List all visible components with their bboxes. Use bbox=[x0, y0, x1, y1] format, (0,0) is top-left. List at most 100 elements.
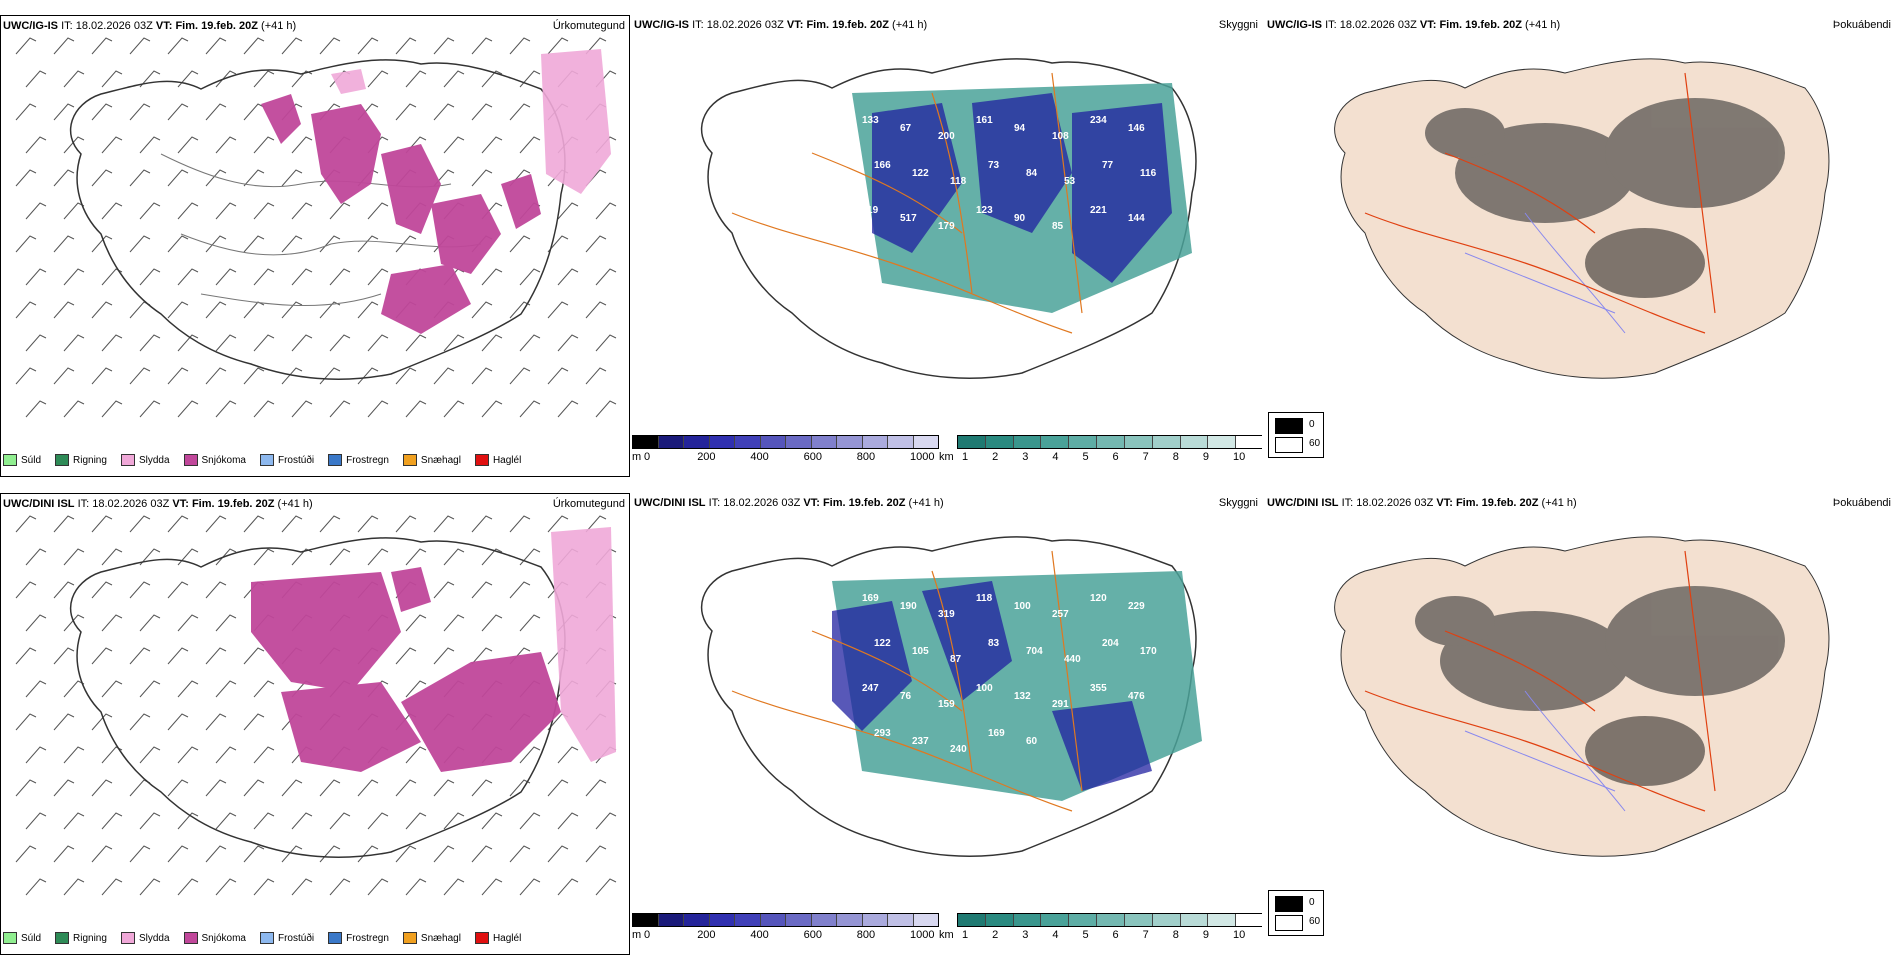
wind-barb bbox=[243, 103, 265, 121]
snow-areas bbox=[251, 567, 561, 772]
wind-barb bbox=[481, 548, 503, 566]
wind-barb bbox=[177, 202, 199, 220]
colorbar-segment-2 bbox=[684, 436, 710, 448]
wind-barb bbox=[433, 367, 455, 385]
wind-barb bbox=[91, 235, 113, 253]
wind-barb bbox=[509, 235, 531, 253]
wind-barb bbox=[481, 268, 503, 286]
wind-barb bbox=[139, 680, 161, 698]
cloud-base-label: 76 bbox=[900, 691, 912, 702]
wind-barb bbox=[91, 169, 113, 187]
wind-barb bbox=[433, 647, 455, 665]
fog-legend-swatch-60 bbox=[1275, 437, 1303, 453]
wind-barb bbox=[481, 334, 503, 352]
cloud-base-label: 204 bbox=[1102, 638, 1119, 649]
colorbar-segment-7 bbox=[811, 436, 837, 448]
wind-barb bbox=[63, 680, 85, 698]
wind-barb bbox=[243, 169, 265, 187]
wind-barb bbox=[585, 367, 607, 385]
wind-barb bbox=[519, 400, 541, 418]
wind-barb bbox=[15, 845, 37, 863]
wind-barb bbox=[25, 400, 47, 418]
wind-barb bbox=[281, 37, 303, 55]
wind-barb bbox=[167, 169, 189, 187]
wind-barb bbox=[329, 812, 351, 830]
wind-barb bbox=[139, 202, 161, 220]
wind-barb bbox=[281, 301, 303, 319]
colorbar-segment-0 bbox=[633, 914, 659, 926]
wind-barb bbox=[129, 647, 151, 665]
wind-barb bbox=[215, 70, 237, 88]
wind-barb bbox=[395, 103, 417, 121]
cloud-base-label: 517 bbox=[900, 213, 917, 224]
wind-barb bbox=[25, 202, 47, 220]
wind-barb bbox=[291, 334, 313, 352]
wind-barb bbox=[177, 268, 199, 286]
colorbar-segment-8 bbox=[837, 914, 863, 926]
legend-item-1: Rigning bbox=[55, 454, 107, 466]
wind-barb bbox=[53, 235, 75, 253]
colorbar-segment-4 bbox=[1069, 436, 1098, 448]
colorbar-segment-10 bbox=[1236, 436, 1262, 448]
wind-barb bbox=[471, 515, 493, 533]
legend-label: Haglél bbox=[492, 454, 522, 466]
cloud-base-label: 293 bbox=[874, 728, 891, 739]
cloud-base-label: 118 bbox=[950, 176, 967, 187]
cloud-base-unit: m bbox=[632, 929, 642, 941]
colorbar-segment-1 bbox=[658, 914, 684, 926]
wind-barb bbox=[595, 400, 617, 418]
colorbar-segment-3 bbox=[709, 914, 735, 926]
fog-index-map bbox=[1334, 536, 1830, 857]
wind-barb bbox=[101, 614, 123, 632]
precip-type-panel-2: UWC/DINI ISL IT: 18.02.2026 03Z VT: Fim.… bbox=[0, 493, 630, 955]
visibility-unit: km bbox=[939, 929, 954, 941]
tick-label: 800 bbox=[856, 451, 876, 463]
wind-barb bbox=[443, 400, 465, 418]
wind-barb bbox=[433, 845, 455, 863]
visibility-colorbar bbox=[957, 435, 1262, 449]
cloud-base-label: 120 bbox=[1090, 593, 1107, 604]
wind-barb bbox=[25, 878, 47, 896]
wind-barb bbox=[205, 37, 227, 55]
wind-barb bbox=[471, 845, 493, 863]
wind-barb bbox=[91, 713, 113, 731]
wind-barb bbox=[63, 202, 85, 220]
colorbar-segment-10 bbox=[888, 914, 914, 926]
wind-barb bbox=[329, 268, 351, 286]
wind-barb bbox=[15, 37, 37, 55]
wind-barb bbox=[481, 614, 503, 632]
legend-item-3: Snjókoma bbox=[183, 932, 246, 944]
fog-legend-swatch-60 bbox=[1275, 915, 1303, 931]
cloud-base-map: 169 190 319 118 100 257 120 229 122 105 87 83 704 440… bbox=[701, 536, 1202, 857]
wind-barb bbox=[215, 614, 237, 632]
wind-barb bbox=[91, 647, 113, 665]
wind-barb bbox=[205, 581, 227, 599]
wind-barb bbox=[129, 581, 151, 599]
precip-type-panel-1: UWC/IG-IS IT: 18.02.2026 03Z VT: Fim. 19… bbox=[0, 15, 630, 477]
fog-legend-label-0: 0 bbox=[1309, 419, 1315, 430]
wind-barb bbox=[167, 647, 189, 665]
wind-barb bbox=[585, 235, 607, 253]
cloud-base-areas bbox=[872, 93, 1172, 283]
legend-item-6: Snæhagl bbox=[402, 454, 461, 466]
wind-barb bbox=[129, 103, 151, 121]
wind-barb bbox=[177, 680, 199, 698]
fog-legend: 0 60 bbox=[1268, 412, 1324, 458]
legend-label: Rigning bbox=[73, 932, 107, 944]
wind-barb bbox=[243, 301, 265, 319]
wind-barb bbox=[63, 70, 85, 88]
cloud-base-label: 190 bbox=[900, 601, 917, 612]
wind-barb bbox=[281, 779, 303, 797]
cloud-base-label: 77 bbox=[1102, 160, 1114, 171]
wind-barb bbox=[101, 680, 123, 698]
colorbar-segment-10 bbox=[1236, 914, 1262, 926]
roads bbox=[731, 72, 1083, 334]
legend-swatch bbox=[120, 454, 135, 466]
cloud-base-label: 247 bbox=[862, 683, 879, 694]
cloud-base-label: 161 bbox=[976, 115, 993, 126]
wind-barb bbox=[253, 548, 275, 566]
wind-barb bbox=[205, 515, 227, 533]
tick-label: 8 bbox=[1172, 451, 1179, 463]
tick-label: 800 bbox=[856, 929, 876, 941]
fog-shading bbox=[1425, 98, 1785, 298]
